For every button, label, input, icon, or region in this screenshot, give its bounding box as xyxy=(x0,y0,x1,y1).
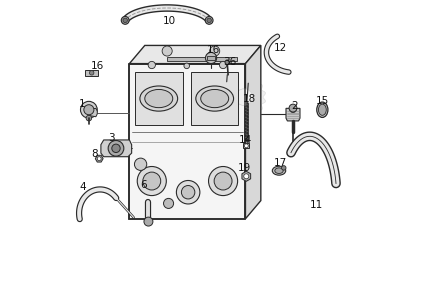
Text: 4: 4 xyxy=(80,182,87,192)
Ellipse shape xyxy=(275,168,283,173)
Text: 3: 3 xyxy=(109,133,115,143)
Polygon shape xyxy=(167,56,237,61)
Circle shape xyxy=(144,217,153,226)
Circle shape xyxy=(205,17,213,24)
Ellipse shape xyxy=(272,166,286,175)
Circle shape xyxy=(244,174,249,179)
Circle shape xyxy=(134,158,147,170)
Circle shape xyxy=(208,167,237,196)
Circle shape xyxy=(214,172,232,190)
Circle shape xyxy=(148,61,155,69)
Polygon shape xyxy=(95,155,103,162)
Circle shape xyxy=(282,166,286,170)
Circle shape xyxy=(123,18,128,22)
Circle shape xyxy=(108,140,124,156)
Circle shape xyxy=(89,71,94,75)
Text: 36: 36 xyxy=(223,57,236,67)
Circle shape xyxy=(80,101,97,118)
Circle shape xyxy=(143,172,161,190)
Polygon shape xyxy=(129,46,261,64)
Circle shape xyxy=(244,144,248,148)
Circle shape xyxy=(181,185,195,199)
Circle shape xyxy=(225,60,229,64)
Polygon shape xyxy=(129,64,245,219)
Text: 15: 15 xyxy=(315,96,329,106)
Circle shape xyxy=(184,63,189,69)
Text: 8: 8 xyxy=(91,149,98,159)
Circle shape xyxy=(290,106,296,112)
Polygon shape xyxy=(286,108,300,121)
Polygon shape xyxy=(245,46,261,219)
Circle shape xyxy=(207,18,211,22)
Polygon shape xyxy=(135,72,183,125)
Polygon shape xyxy=(85,70,98,76)
Text: 10: 10 xyxy=(163,16,176,26)
Circle shape xyxy=(162,46,172,56)
Circle shape xyxy=(84,105,94,115)
Text: 16: 16 xyxy=(207,46,221,55)
Circle shape xyxy=(121,17,129,24)
Text: 19: 19 xyxy=(237,163,250,173)
Text: 16: 16 xyxy=(91,62,104,71)
Ellipse shape xyxy=(201,89,229,108)
Ellipse shape xyxy=(140,86,178,111)
Text: 11: 11 xyxy=(310,200,323,210)
Text: 2: 2 xyxy=(292,101,298,110)
Text: 18: 18 xyxy=(242,94,256,104)
Text: 1: 1 xyxy=(79,99,86,108)
Polygon shape xyxy=(242,171,250,181)
Ellipse shape xyxy=(317,102,328,117)
Text: 17: 17 xyxy=(274,158,287,168)
Text: 14: 14 xyxy=(239,135,252,145)
Polygon shape xyxy=(223,76,266,119)
Circle shape xyxy=(210,46,220,56)
Polygon shape xyxy=(101,140,132,157)
Circle shape xyxy=(205,53,217,64)
Ellipse shape xyxy=(145,89,173,108)
Circle shape xyxy=(163,198,173,209)
Text: 6: 6 xyxy=(140,180,147,190)
Circle shape xyxy=(219,61,227,69)
Circle shape xyxy=(112,144,120,153)
Circle shape xyxy=(176,180,200,204)
Circle shape xyxy=(289,104,297,112)
Polygon shape xyxy=(88,108,97,117)
Polygon shape xyxy=(207,56,215,60)
Circle shape xyxy=(137,167,166,196)
Circle shape xyxy=(86,115,92,121)
Text: 12: 12 xyxy=(274,43,288,53)
Ellipse shape xyxy=(196,86,234,111)
Ellipse shape xyxy=(318,104,326,115)
Polygon shape xyxy=(243,143,249,148)
Polygon shape xyxy=(191,72,238,125)
Circle shape xyxy=(236,89,253,106)
Circle shape xyxy=(97,157,101,161)
